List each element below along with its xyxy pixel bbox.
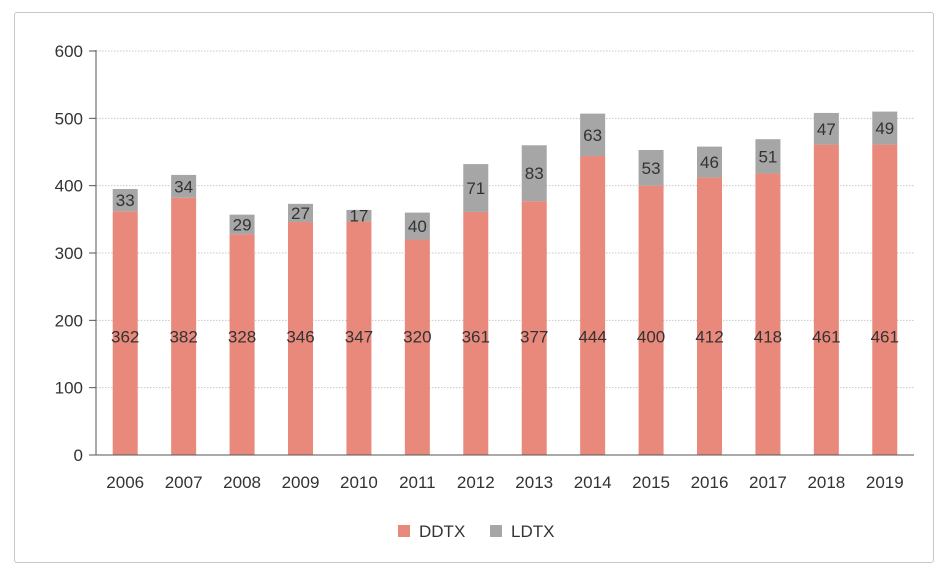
data-label-ldtx: 63 (583, 126, 602, 145)
data-label-ddtx: 361 (462, 327, 490, 346)
legend-swatch-ldtx (490, 525, 502, 537)
x-tick-label: 2011 (399, 473, 436, 492)
bar-ddtx-2006 (112, 211, 138, 455)
data-label-ldtx: 40 (408, 217, 427, 236)
bar-ddtx-2013 (521, 201, 547, 455)
data-label-ddtx: 461 (871, 327, 899, 346)
bar-ddtx-2010 (346, 221, 372, 455)
data-label-ddtx: 320 (403, 327, 431, 346)
data-label-ldtx: 27 (291, 204, 310, 223)
x-tick-label: 2009 (282, 473, 320, 492)
bar-ddtx-2012 (463, 211, 489, 455)
bar-ddtx-2007 (171, 197, 197, 455)
bar-ldtx-2018 (813, 112, 839, 145)
y-tick-label: 400 (55, 177, 83, 196)
y-tick-label: 500 (55, 109, 83, 128)
x-tick-label: 2006 (106, 473, 144, 492)
data-label-ldtx: 17 (349, 207, 368, 226)
bar-ddtx-2009 (288, 222, 313, 455)
bar-ldtx-2013 (521, 145, 547, 202)
bar-ddtx-2014 (580, 156, 606, 456)
data-label-ddtx: 346 (286, 327, 314, 346)
bar-ldtx-2010 (346, 209, 372, 222)
x-tick-label: 2016 (691, 473, 729, 492)
data-label-ddtx: 412 (695, 327, 723, 346)
bar-ddtx-2018 (813, 144, 839, 456)
data-label-ldtx: 71 (466, 179, 485, 198)
data-label-ddtx: 444 (578, 327, 606, 346)
bar-ldtx-2012 (463, 164, 489, 212)
data-label-ldtx: 29 (233, 215, 252, 234)
data-label-ldtx: 49 (875, 119, 894, 138)
x-tick-label: 2018 (807, 473, 845, 492)
x-tick-label: 2013 (515, 473, 553, 492)
data-label-ddtx: 347 (345, 327, 373, 346)
data-label-ddtx: 377 (520, 327, 548, 346)
x-tick-label: 2017 (749, 473, 787, 492)
bar-ldtx-2007 (171, 174, 197, 198)
bar-ldtx-2017 (755, 139, 781, 174)
y-tick-label: 300 (55, 244, 83, 263)
bar-ldtx-2016 (697, 146, 722, 178)
bar-ddtx-2011 (404, 239, 430, 455)
data-label-ldtx: 34 (174, 177, 193, 196)
bar-ldtx-2006 (112, 189, 138, 212)
bar-ddtx-2019 (872, 144, 898, 456)
data-label-ddtx: 328 (228, 327, 256, 346)
data-label-ldtx: 46 (700, 153, 719, 172)
data-label-ddtx: 362 (111, 327, 139, 346)
bar-ldtx-2009 (288, 203, 313, 223)
bar-ldtx-2011 (404, 212, 430, 240)
x-tick-label: 2010 (340, 473, 378, 492)
data-label-ddtx: 400 (637, 327, 665, 346)
x-tick-label: 2015 (632, 473, 670, 492)
data-label-ldtx: 47 (817, 120, 836, 139)
bar-ddtx-2015 (638, 185, 664, 455)
legend-label-ddtx: DDTX (419, 522, 465, 541)
bar-ldtx-2015 (638, 149, 664, 186)
x-tick-label: 2008 (223, 473, 261, 492)
data-label-ddtx: 461 (812, 327, 840, 346)
data-label-ldtx: 51 (758, 147, 777, 166)
legend-label-ldtx: LDTX (511, 522, 554, 541)
y-tick-label: 0 (74, 446, 83, 465)
x-tick-label: 2014 (574, 473, 612, 492)
y-tick-label: 200 (55, 311, 83, 330)
bar-ddtx-2017 (755, 173, 781, 455)
bar-ldtx-2019 (872, 111, 898, 145)
data-label-ddtx: 418 (754, 327, 782, 346)
bar-ldtx-2014 (580, 113, 606, 157)
y-tick-label: 600 (55, 42, 83, 61)
data-label-ldtx: 83 (525, 164, 544, 183)
y-tick-label: 100 (55, 379, 83, 398)
data-label-ldtx: 53 (642, 159, 661, 178)
legend-swatch-ddtx (398, 525, 410, 537)
bar-ddtx-2008 (229, 234, 255, 455)
x-tick-label: 2019 (866, 473, 904, 492)
bar-ldtx-2008 (229, 214, 255, 235)
x-tick-label: 2012 (457, 473, 495, 492)
x-tick-label: 2007 (165, 473, 203, 492)
data-label-ldtx: 33 (116, 191, 135, 210)
bar-ddtx-2016 (697, 177, 722, 455)
data-label-ddtx: 382 (169, 327, 197, 346)
